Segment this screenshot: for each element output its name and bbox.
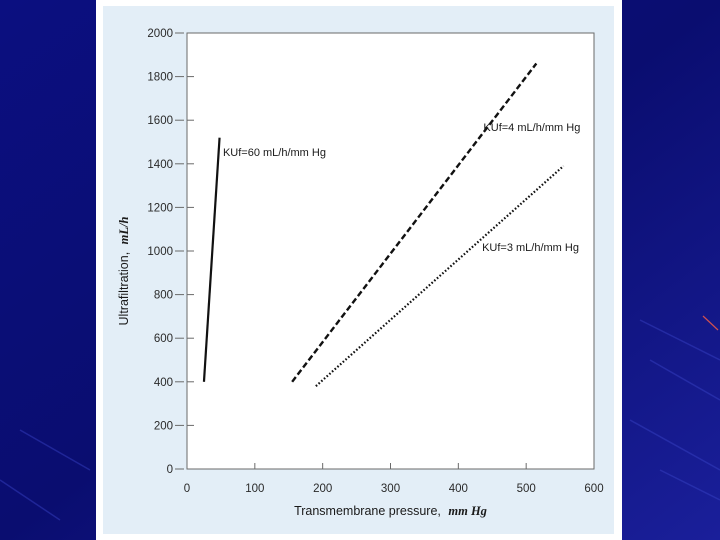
- x-tick-label: 600: [584, 483, 603, 495]
- x-tick-label: 500: [517, 483, 536, 495]
- y-tick-label: 800: [154, 290, 173, 302]
- y-axis-title-text: Ultrafiltration,: [117, 252, 131, 326]
- series-label-2: KUf=4 mL/h/mm Hg: [483, 122, 580, 134]
- y-tick-label: 1200: [147, 202, 173, 214]
- x-tick-label: 0: [184, 483, 190, 495]
- x-tick-label: 400: [449, 483, 468, 495]
- series-label-1: KUf=60 mL/h/mm Hg: [223, 147, 326, 159]
- series-line-3: [315, 165, 565, 387]
- y-axis-title: Ultrafiltration, mL/h: [117, 217, 131, 326]
- series-line-2: [291, 62, 538, 383]
- y-tick-label: 1800: [147, 72, 173, 84]
- x-tick-label: 200: [313, 483, 332, 495]
- series-lines: [202, 62, 565, 387]
- x-axis: 0 100 200 300 400 500 600: [184, 463, 604, 495]
- y-tick-label: 600: [154, 333, 173, 345]
- x-axis-title: Transmembrane pressure, mm Hg: [294, 504, 487, 518]
- y-tick-label: 1600: [147, 115, 173, 127]
- plot-area: [186, 32, 595, 470]
- y-axis-title-unit: mL/h: [117, 217, 131, 245]
- x-tick-label: 300: [381, 483, 400, 495]
- y-tick-label: 200: [154, 420, 173, 432]
- y-tick-label: 1400: [147, 159, 173, 171]
- series-line-1: [202, 137, 221, 382]
- y-tick-label: 1000: [147, 246, 173, 258]
- y-tick-label: 2000: [147, 28, 173, 40]
- y-axis: 0 200 400 600 800 1000 1200 1400 1600 1800 2000: [147, 28, 194, 476]
- x-axis-title-unit: mm Hg: [448, 504, 487, 518]
- series-labels: KUf=60 mL/h/mm Hg KUf=4 mL/h/mm Hg KUf=3 m…: [223, 122, 580, 254]
- series-label-3: KUf=3 mL/h/mm Hg: [482, 242, 579, 254]
- x-axis-title-text: Transmembrane pressure,: [294, 504, 441, 518]
- y-tick-label: 400: [154, 377, 173, 389]
- x-tick-label: 100: [245, 483, 264, 495]
- y-tick-label: 0: [167, 464, 173, 476]
